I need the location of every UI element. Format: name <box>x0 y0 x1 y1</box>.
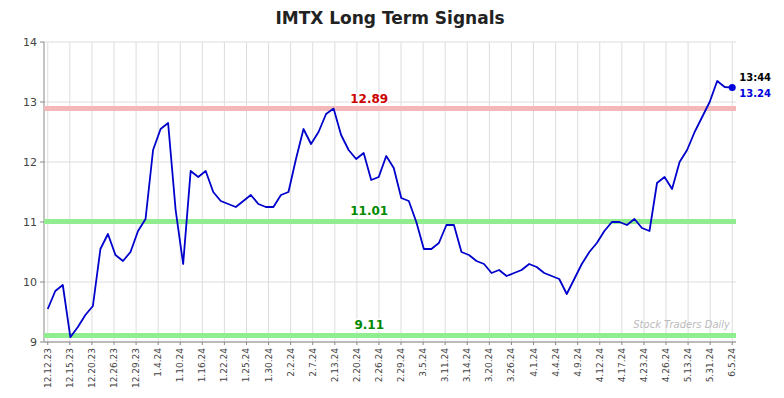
x-grid-line <box>511 42 512 342</box>
x-tick-label: 3.20.24 <box>484 348 494 383</box>
x-tick-label: 3.14.24 <box>462 348 472 383</box>
y-tick <box>40 342 44 343</box>
last-point <box>729 84 736 91</box>
y-tick <box>40 282 44 283</box>
chart: IMTX Long Term Signals 9 10 11 12 13 14 12.12.2… <box>0 0 784 398</box>
x-grid-line <box>423 42 424 342</box>
title: IMTX Long Term Signals <box>275 8 504 28</box>
x-tick-label: 1.25.24 <box>241 348 251 383</box>
x-axis-line <box>44 342 736 343</box>
x-grid-line <box>533 42 534 342</box>
x-grid-line <box>334 42 335 342</box>
y-tick-label: 9 <box>30 336 37 349</box>
x-grid-line <box>665 42 666 342</box>
x-grid-line <box>710 42 711 342</box>
reference-line <box>44 333 736 338</box>
y-grid-line <box>44 282 736 283</box>
x-grid-line <box>136 42 137 342</box>
x-grid-line <box>180 42 181 342</box>
y-tick-label: 14 <box>23 36 37 49</box>
x-tick-label: 4.17.24 <box>617 348 627 383</box>
x-grid-line <box>555 42 556 342</box>
y-tick-label: 10 <box>23 276 37 289</box>
y-tick-label: 11 <box>23 216 37 229</box>
grid <box>44 42 736 342</box>
y-grid-line <box>44 102 736 103</box>
y-tick <box>40 42 44 43</box>
x-tick-label: 12.12.23 <box>43 348 53 388</box>
watermark: Stock Traders Daily <box>633 319 731 330</box>
y-tick <box>40 102 44 103</box>
x-tick-label: 4.9.24 <box>573 348 583 377</box>
y-grid-line <box>44 342 736 343</box>
x-tick-label: 4.4.24 <box>551 348 561 377</box>
x-grid-line <box>246 42 247 342</box>
last-value-label: 13.24 <box>739 88 771 99</box>
x-grid-line <box>356 42 357 342</box>
x-grid-line <box>91 42 92 342</box>
x-tick-label: 1.16.24 <box>197 348 207 383</box>
x-grid-line <box>467 42 468 342</box>
x-grid-line <box>312 42 313 342</box>
x-tick-label: 1.4.24 <box>153 348 163 377</box>
plot-area <box>44 81 736 337</box>
x-tick-label: 4.26.24 <box>661 348 671 383</box>
x-tick-label: 2.13.24 <box>330 348 340 383</box>
x-tick-label: 12.26.23 <box>109 348 119 388</box>
x-tick-label: 4.12.24 <box>595 348 605 383</box>
x-tick-label: 3.5.24 <box>418 348 428 377</box>
x-grid-line <box>643 42 644 342</box>
x-grid-line <box>224 42 225 342</box>
reference-line-label: 12.89 <box>350 92 388 106</box>
y-grid-line <box>44 42 736 43</box>
x-grid-line <box>47 42 48 342</box>
x-tick-label: 4.1.24 <box>529 348 539 377</box>
x-tick-label: 1.30.24 <box>264 348 274 383</box>
x-tick-label: 1.22.24 <box>219 348 229 383</box>
x-tick-label: 3.26.24 <box>506 348 516 383</box>
x-grid-line <box>489 42 490 342</box>
x-grid-line <box>378 42 379 342</box>
x-grid-line <box>202 42 203 342</box>
y-tick-label: 13 <box>23 96 37 109</box>
x-tick-label: 2.20.24 <box>352 348 362 383</box>
x-tick-label: 1.10.24 <box>175 348 185 383</box>
reference-line-label: 9.11 <box>354 318 384 332</box>
x-grid-line <box>599 42 600 342</box>
reference-line-label: 11.01 <box>350 204 388 218</box>
x-tick-label: 4.23.24 <box>639 348 649 383</box>
x-tick-label: 2.7.24 <box>308 348 318 377</box>
y-axis-line <box>44 42 45 342</box>
x-grid-line <box>688 42 689 342</box>
x-grid-line <box>577 42 578 342</box>
x-grid-line <box>621 42 622 342</box>
x-tick-label: 12.29.23 <box>131 348 141 388</box>
y-tick <box>40 162 44 163</box>
x-tick-label: 3.11.24 <box>440 348 450 383</box>
x-grid-line <box>69 42 70 342</box>
x-tick-label: 6.5.24 <box>727 348 737 377</box>
x-tick-label: 5.31.24 <box>705 348 715 383</box>
x-tick-label: 2.2.24 <box>286 348 296 377</box>
y-tick-label: 12 <box>23 156 37 169</box>
last-time-label: 13:44 <box>739 72 771 83</box>
x-tick-label: 12.20.23 <box>87 348 97 388</box>
price-line <box>48 81 732 337</box>
x-grid-line <box>290 42 291 342</box>
x-tick-label: 12.15.23 <box>65 348 75 388</box>
x-tick-label: 5.13.24 <box>683 348 693 383</box>
x-tick-label: 2.26.24 <box>374 348 384 383</box>
x-tick-label: 2.29.24 <box>396 348 406 383</box>
x-grid-line <box>445 42 446 342</box>
x-grid-line <box>114 42 115 342</box>
axes: 9 10 11 12 13 14 12.12.23 12.15.23 12.20.23 12.26… <box>23 36 737 388</box>
labels: 12.89 11.01 9.11 13:44 13.24 Stock Traders Da… <box>350 72 771 333</box>
x-grid-line <box>268 42 269 342</box>
x-grid-line <box>158 42 159 342</box>
y-tick <box>40 222 44 223</box>
reference-line <box>44 106 736 111</box>
